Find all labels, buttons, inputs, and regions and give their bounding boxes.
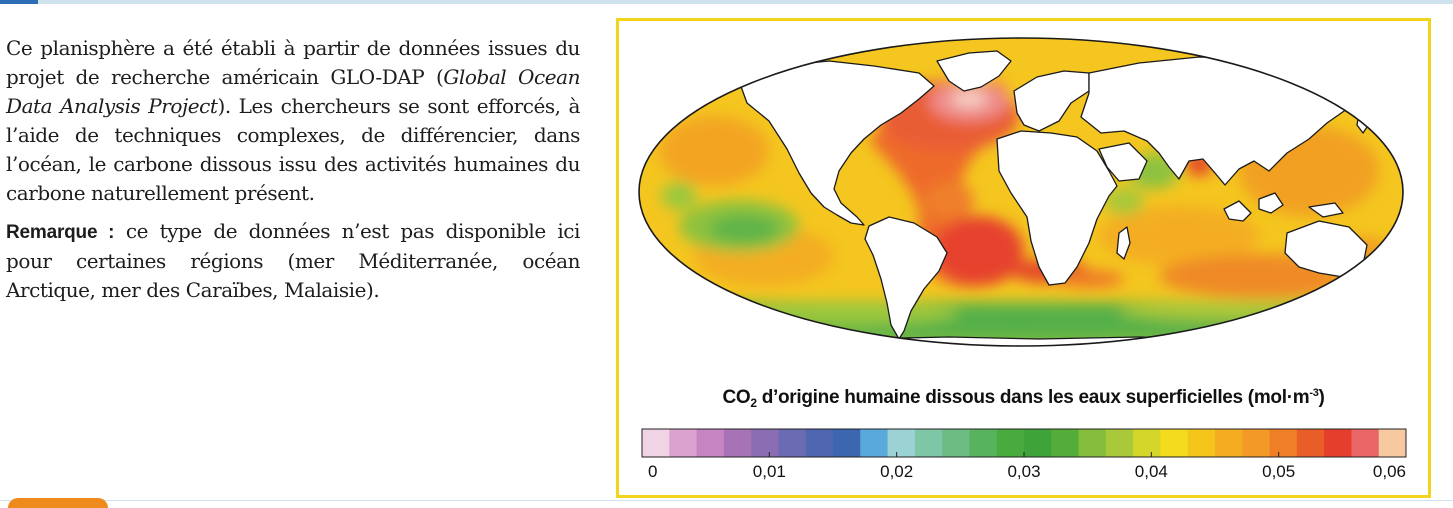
caption-subscript: 2 (750, 396, 757, 410)
europe-shape (1013, 70, 1090, 132)
caption-main: d’origine humaine dissous dans les eaux … (756, 387, 1310, 408)
borneo-shape (1258, 192, 1284, 214)
scale-swatch (751, 429, 779, 457)
scale-tick-label: 0,05 (1262, 462, 1295, 481)
description-paragraph: Ce planisphère a été établi à partir de … (6, 34, 580, 208)
scale-swatch (1187, 429, 1216, 457)
scale-swatch (778, 429, 807, 457)
scale-swatch (1133, 429, 1161, 457)
scale-swatch (642, 429, 670, 457)
sumatra-shape (1223, 200, 1252, 222)
remark-text: ce type de données n’est pas disponible … (6, 219, 581, 302)
scale-swatch (1378, 429, 1407, 457)
scale-swatch (914, 429, 943, 457)
scale-tick-label: 0,06 (1373, 462, 1406, 481)
scale-swatch (1078, 429, 1107, 457)
south-america-shape (864, 216, 948, 340)
scale-swatch (696, 429, 725, 457)
new-guinea-shape (1308, 202, 1344, 218)
description-text-start: Ce planisphère a été établi à partir de … (6, 36, 580, 89)
scale-swatch (1296, 429, 1325, 457)
bottom-orange-tab (8, 498, 108, 508)
scale-swatch (969, 429, 998, 457)
color-scale: 0 0,01 0,02 0,03 0,04 0,05 0,06 (641, 428, 1407, 481)
bottom-rule (0, 500, 1453, 501)
caption-co: CO (722, 387, 751, 408)
scale-swatch (887, 429, 916, 457)
scale-swatch (669, 429, 697, 457)
text-column: Ce planisphère a été établi à partir de … (6, 34, 580, 305)
scale-swatch (833, 429, 861, 457)
map-caption: CO2 d’origine humaine dissous dans les e… (619, 387, 1428, 410)
remark-label: Remarque : (6, 222, 115, 243)
scale-swatch (723, 429, 752, 457)
scale-tick-label: 0 (648, 462, 657, 481)
scale-ticks: 0 0,01 0,02 0,03 0,04 0,05 0,06 (641, 452, 1407, 481)
description-text-end: ). Les chercheurs se sont efforcés, à l’… (6, 94, 580, 205)
scale-swatch (942, 429, 970, 457)
scale-swatch (1324, 429, 1352, 457)
scale-swatch (1269, 429, 1298, 457)
scale-swatch (805, 429, 834, 457)
scale-tick-label: 0,02 (880, 462, 913, 481)
world-map (638, 37, 1404, 347)
top-rule (0, 0, 1453, 4)
scale-swatch (1105, 429, 1134, 457)
project-name-italic: Global Ocean Data Analysis Project (6, 65, 580, 118)
top-rule-accent (0, 0, 38, 4)
caption-close: ) (1318, 387, 1325, 408)
scale-tick-label: 0,04 (1135, 462, 1168, 481)
africa-shape (996, 130, 1118, 286)
greenland-shape (936, 50, 1012, 92)
scale-swatch (1160, 429, 1189, 457)
ocean-co2-field (639, 38, 1403, 346)
scale-swatch (1351, 429, 1380, 457)
scale-swatch (996, 429, 1025, 457)
north-america-shape (738, 60, 935, 226)
scale-tick-label: 0,03 (1007, 462, 1040, 481)
map-outline (638, 37, 1404, 347)
madagascar-shape (1116, 226, 1131, 260)
arabia-shape (1098, 142, 1148, 182)
remark-paragraph: Remarque : ce type de données n’est pas … (6, 217, 580, 305)
caption-superscript: -3 (1309, 387, 1319, 399)
map-figure: CO2 d’origine humaine dissous dans les e… (616, 18, 1431, 498)
scale-swatch (1215, 429, 1243, 457)
scale-swatch (1242, 429, 1270, 457)
scale-tick-label: 0,01 (753, 462, 786, 481)
scale-swatch (1024, 429, 1052, 457)
scale-swatch (860, 429, 888, 457)
scale-swatch (1051, 429, 1079, 457)
scale-swatches (641, 428, 1407, 458)
